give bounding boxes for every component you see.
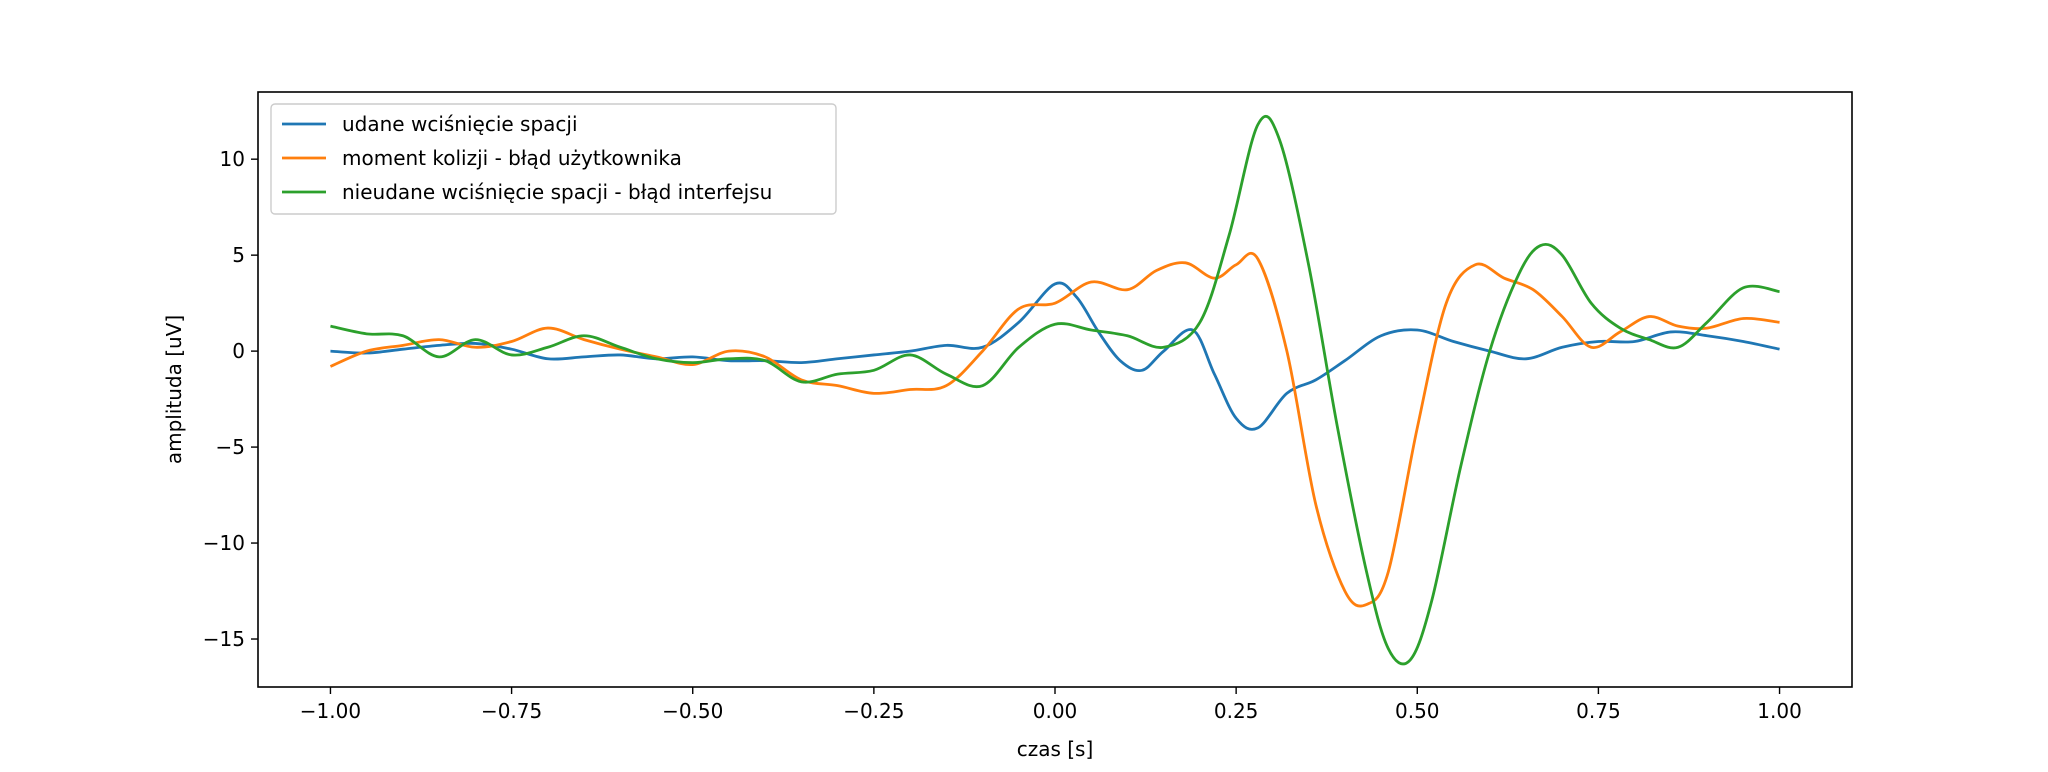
- y-tick-label: −10: [203, 531, 245, 555]
- series-lines: [329, 114, 1780, 666]
- y-tick-label: 10: [220, 147, 245, 171]
- x-tick-label: −0.25: [843, 699, 904, 723]
- y-tick-label: 5: [232, 243, 245, 267]
- x-axis-label: czas [s]: [1017, 737, 1094, 761]
- x-tick-label: 0.25: [1214, 699, 1259, 723]
- legend-label-3: nieudane wciśnięcie spacji - błąd interf…: [342, 180, 772, 204]
- x-tick-label: −1.00: [300, 699, 361, 723]
- x-axis-ticks: −1.00 −0.75 −0.50 −0.25 0.00 0.25 0.50 0.75 1.00: [300, 687, 1802, 723]
- x-tick-label: −0.75: [481, 699, 542, 723]
- x-tick-label: 0.75: [1576, 699, 1621, 723]
- series-line-3: [330, 114, 1780, 666]
- legend-box: [270, 103, 837, 215]
- legend-label-1: udane wciśnięcie spacji: [342, 112, 578, 136]
- y-tick-label: −5: [216, 435, 245, 459]
- legend: udane wciśnięcie spacji moment kolizji - …: [270, 103, 837, 215]
- x-tick-label: −0.50: [662, 699, 723, 723]
- legend-label-2: moment kolizji - błąd użytkownika: [342, 146, 682, 170]
- y-axis-ticks: 10 5 0 −5 −10 −15: [203, 147, 258, 651]
- plot-area-frame: [257, 91, 1853, 688]
- y-tick-label: −15: [203, 627, 245, 651]
- x-tick-label: 0.50: [1395, 699, 1440, 723]
- y-axis-label: amplituda [uV]: [162, 315, 186, 464]
- series-line-2: [329, 251, 1780, 608]
- y-tick-label: 0: [232, 339, 245, 363]
- x-tick-label: 1.00: [1757, 699, 1802, 723]
- x-tick-label: 0.00: [1033, 699, 1078, 723]
